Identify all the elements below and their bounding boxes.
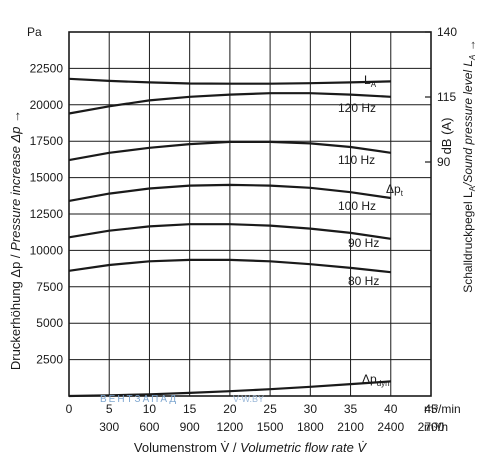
curve-label: 110 Hz	[338, 153, 375, 167]
x-tick-label: 35	[344, 402, 358, 416]
curve-label: 120 Hz	[338, 101, 376, 115]
x-axis-title: Volumenstrom V̇ / Volumetric flow rate V…	[134, 440, 367, 455]
y-tick-label: 5000	[36, 316, 63, 330]
curves	[68, 77, 391, 398]
x-secondary-tick-label: 1200	[217, 420, 244, 434]
y-tick-label: 12500	[30, 207, 64, 221]
curve-label: 90 Hz	[348, 236, 379, 250]
x-tick-label: 10	[143, 402, 157, 416]
y-tick-label: 7500	[36, 280, 63, 294]
x-tick-label: 5	[106, 402, 113, 416]
x-tick-label: 20	[223, 402, 237, 416]
x-tick-label: 15	[183, 402, 197, 416]
y-right-tick-label: 90	[437, 155, 451, 169]
x-secondary-tick-label: 1500	[257, 420, 284, 434]
x-tick-label: 0	[66, 402, 73, 416]
curve-line	[68, 183, 391, 202]
watermark-url: V-W.BY	[233, 394, 264, 404]
curve-line	[68, 92, 391, 115]
x-tick-label: 45	[424, 402, 438, 416]
x-unit-secondary: m³/h	[424, 420, 448, 434]
curve-label: 80 Hz	[348, 274, 379, 288]
curve-label-dp-total: Δpt	[386, 182, 404, 198]
y-right-tick-label: 115	[437, 90, 456, 104]
x-secondary-tick-label: 900	[180, 420, 200, 434]
curve-line	[68, 258, 391, 274]
x-secondary-tick-label: 2100	[337, 420, 364, 434]
x-tick-label: 30	[304, 402, 318, 416]
plot-frame	[68, 31, 432, 397]
x-secondary-tick-label: 2400	[377, 420, 404, 434]
watermark-text: ВЕНТЗАПАД	[100, 394, 178, 405]
curve-label-la: LA	[364, 73, 377, 89]
labels: 0 5 10 15 20 25 30 35 40 45 300 600 900 1200 1500 1800 2…	[8, 25, 478, 455]
x-tick-label: 40	[384, 402, 398, 416]
y-tick-label: 10000	[30, 243, 64, 257]
y-unit-left: Pa	[27, 25, 42, 39]
curve-label-dp-dyn: Δpdyn	[362, 372, 390, 388]
x-secondary-tick-label: 1800	[297, 420, 324, 434]
x-secondary-tick-label: 2700	[418, 420, 445, 434]
curve-line	[68, 223, 391, 240]
x-secondary-tick-label: 600	[139, 420, 159, 434]
y-tick-label: 20000	[30, 98, 64, 112]
y-axis-title: Druckerhöhung Δp / Pressure increase Δp …	[8, 110, 23, 370]
grid-lines	[69, 31, 431, 396]
curve-line	[68, 140, 391, 162]
y-tick-label: 15000	[30, 171, 64, 185]
y-right-axis-title: Schalldruckpegel LA/Sound pressure level…	[461, 39, 478, 293]
y-unit-right: dB (A)	[439, 118, 454, 155]
x-secondary-tick-label: 300	[99, 420, 119, 434]
y-tick-label: 22500	[30, 61, 64, 75]
curve-line	[68, 77, 391, 85]
x-tick-label: 25	[263, 402, 277, 416]
y-tick-label: 2500	[36, 353, 63, 367]
curve-line	[68, 380, 391, 398]
y-tick-label: 17500	[30, 134, 64, 148]
y-right-tick-label: 140	[437, 25, 457, 39]
x-unit-primary: m³/min	[424, 402, 461, 416]
curve-label: 100 Hz	[338, 199, 376, 213]
